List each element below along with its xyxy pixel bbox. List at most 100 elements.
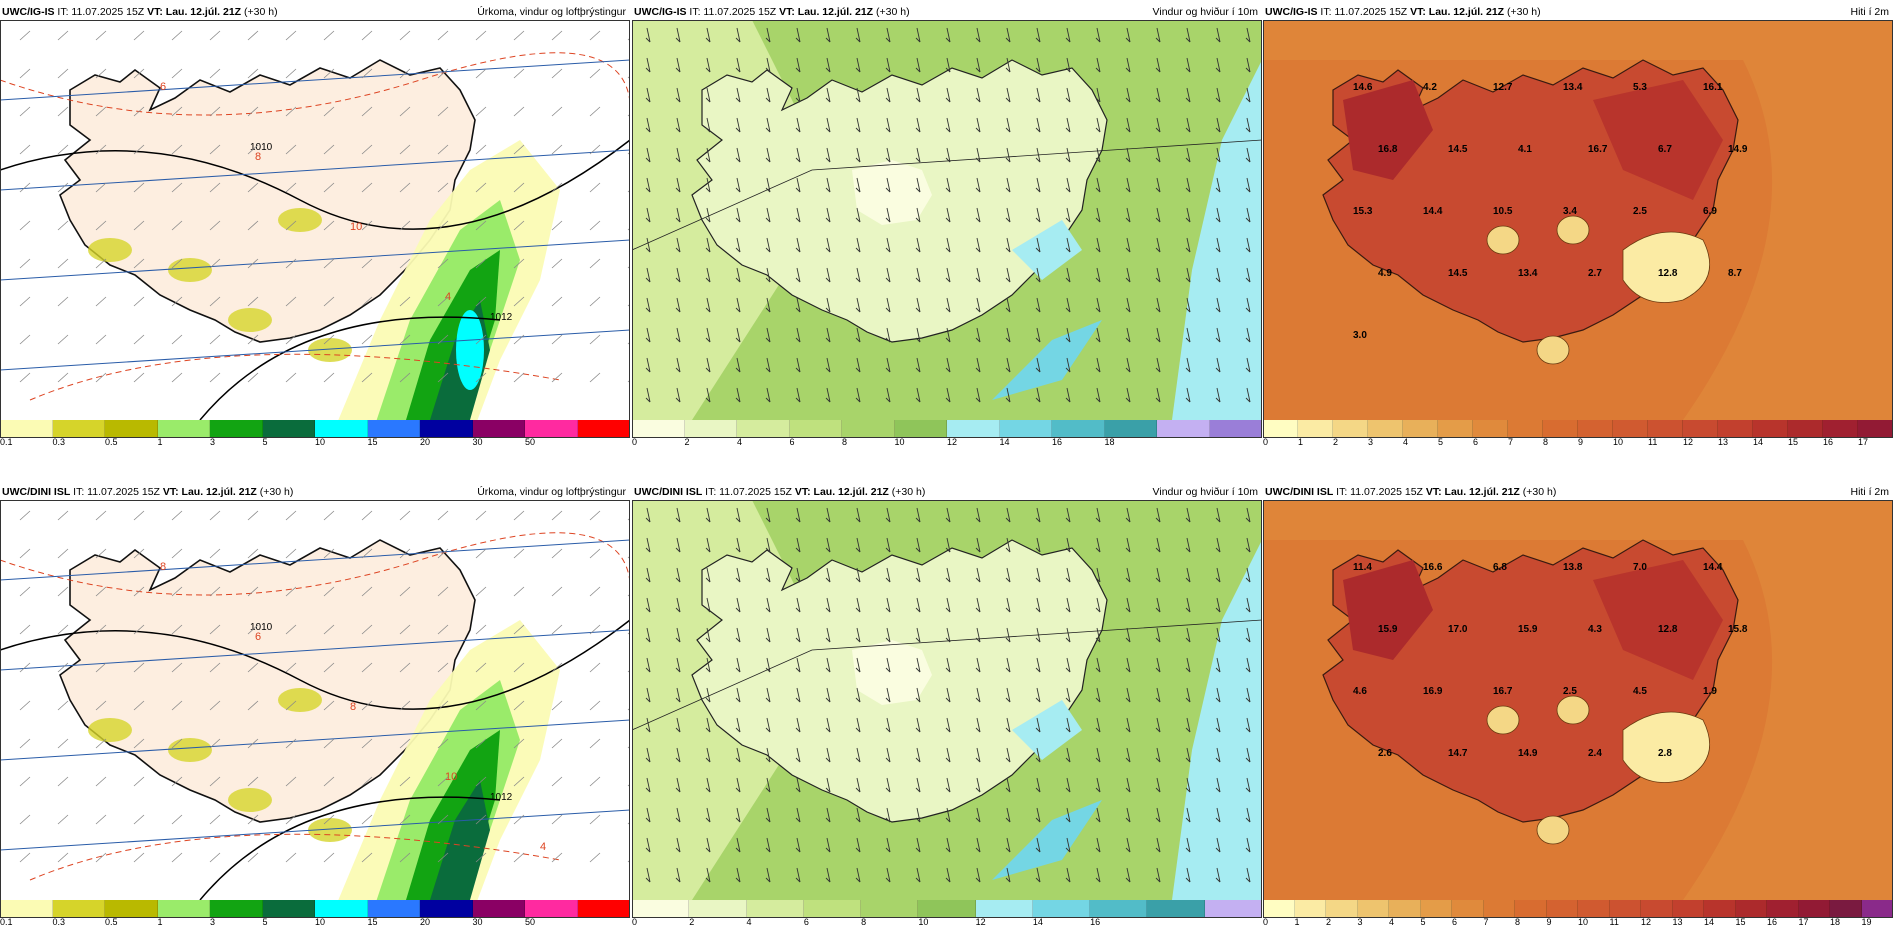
colorbar-tick-label: 8 xyxy=(1543,437,1549,447)
temperature-label: 16.7 xyxy=(1588,144,1608,155)
colorbar-tick-label: 4 xyxy=(737,437,743,447)
colorbar-swatch xyxy=(0,900,53,918)
colorbar-tick-label: 19 xyxy=(1861,917,1872,927)
colorbar xyxy=(0,420,630,438)
colorbar-swatch xyxy=(1609,900,1641,918)
colorbar-tick-label: 6 xyxy=(803,917,809,927)
colorbar-swatch xyxy=(632,420,685,438)
model-name: UWC/IG-IS xyxy=(2,6,55,18)
colorbar-swatch xyxy=(1543,420,1578,438)
temperature-label: 7.0 xyxy=(1633,562,1647,573)
colorbar xyxy=(1263,900,1893,918)
temperature-label: 16.6 xyxy=(1423,562,1443,573)
colorbar-tick-label: 14 xyxy=(1704,917,1715,927)
colorbar-tick-label: 1 xyxy=(157,917,163,927)
colorbar-tick-label: 0 xyxy=(1263,437,1269,447)
colorbar-swatch xyxy=(1333,420,1368,438)
colorbar-ticks: 0.1 0.3 0.5 1 3 5 10 15 20 30 50 xyxy=(0,917,630,931)
colorbar-tick-label: 15 xyxy=(1788,437,1799,447)
colorbar-tick-label: 14 xyxy=(999,437,1010,447)
colorbar-swatch xyxy=(1508,420,1543,438)
temperature-label: 4.2 xyxy=(1423,82,1437,93)
colorbar-ticks: 0 2 4 6 8 10 12 14 16 xyxy=(632,917,1262,931)
lead-time: (+30 h) xyxy=(891,486,926,498)
colorbar-swatch xyxy=(1515,900,1547,918)
temperature-label: 4.9 xyxy=(1378,268,1392,279)
colorbar-swatch xyxy=(52,420,105,438)
temperature-contour-label: 6 xyxy=(255,631,261,643)
colorbar-swatch xyxy=(684,420,737,438)
model-name: UWC/DINI ISL xyxy=(1265,486,1334,498)
map-panel-temp: UWC/DINI ISL IT: 11.07.2025 15Z VT: Lau.… xyxy=(1263,480,1893,940)
colorbar-swatch xyxy=(861,900,919,918)
colorbar-swatch xyxy=(525,420,578,438)
temperature-label: 14.6 xyxy=(1353,82,1373,93)
lead-time: (+30 h) xyxy=(876,6,910,18)
colorbar-tick-label: 17 xyxy=(1798,917,1809,927)
init-time: IT: 11.07.2025 15Z xyxy=(57,6,145,18)
colorbar-swatch xyxy=(1578,420,1613,438)
map-canvas: 1010 1012 6 8 10 4 xyxy=(0,20,630,420)
colorbar xyxy=(632,420,1262,438)
colorbar-tick-label: 10 xyxy=(315,437,326,447)
map-panel-wind: UWC/DINI ISL IT: 11.07.2025 15Z VT: Lau.… xyxy=(632,480,1262,940)
colorbar-tick-label: 0.1 xyxy=(0,437,13,447)
colorbar-tick-label: 4 xyxy=(746,917,752,927)
colorbar-tick-label: 10 xyxy=(1578,917,1589,927)
temperature-label: 4.3 xyxy=(1588,624,1602,635)
colorbar-swatch xyxy=(577,420,630,438)
colorbar-swatch xyxy=(1753,420,1788,438)
colorbar-tick-label: 1 xyxy=(1294,917,1300,927)
colorbar-tick-label: 12 xyxy=(947,437,958,447)
colorbar-swatch xyxy=(315,900,368,918)
colorbar-swatch xyxy=(842,420,895,438)
colorbar-tick-label: 11 xyxy=(1648,437,1658,447)
colorbar-tick-label: 10 xyxy=(315,917,326,927)
temperature-label: 12.7 xyxy=(1493,82,1513,93)
temperature-label: 14.4 xyxy=(1423,206,1443,217)
temperature-label: 2.8 xyxy=(1658,748,1672,759)
colorbar-swatch xyxy=(105,900,158,918)
map-panel-precip: UWC/IG-IS IT: 11.07.2025 15Z VT: Lau. 12… xyxy=(0,0,630,460)
colorbar-swatch xyxy=(1704,900,1736,918)
colorbar-swatch xyxy=(1204,900,1262,918)
valid-time: VT: Lau. 12.júl. 21Z xyxy=(779,6,874,18)
colorbar-tick-label: 50 xyxy=(525,917,536,927)
panel-header: UWC/DINI ISL IT: 11.07.2025 15Z VT: Lau.… xyxy=(632,480,1262,504)
model-name: UWC/DINI ISL xyxy=(2,486,71,498)
panel-header: UWC/IG-IS IT: 11.07.2025 15Z VT: Lau. 12… xyxy=(632,0,1262,24)
colorbar-swatch xyxy=(210,900,263,918)
temperature-contour-label: 10 xyxy=(445,771,457,783)
temperature-label: 8.7 xyxy=(1728,268,1742,279)
colorbar-swatch xyxy=(1420,900,1452,918)
temperature-contour-label: 8 xyxy=(160,561,166,573)
colorbar-tick-label: 0.5 xyxy=(105,917,118,927)
colorbar-tick-label: 11 xyxy=(1609,917,1619,927)
colorbar-swatch xyxy=(262,420,315,438)
temperature-label: 16.1 xyxy=(1703,82,1723,93)
colorbar-swatch xyxy=(1788,420,1823,438)
temperature-label: 4.1 xyxy=(1518,144,1532,155)
colorbar-tick-label: 50 xyxy=(525,437,536,447)
valid-time: VT: Lau. 12.júl. 21Z xyxy=(147,6,242,18)
colorbar-tick-label: 4 xyxy=(1403,437,1409,447)
temperature-label: 4.5 xyxy=(1633,686,1647,697)
colorbar-tick-label: 0.1 xyxy=(0,917,13,927)
colorbar-tick-label: 6 xyxy=(789,437,795,447)
temperature-label: 2.6 xyxy=(1378,748,1392,759)
colorbar-swatch xyxy=(1104,420,1157,438)
colorbar-swatch xyxy=(1209,420,1262,438)
colorbar-swatch xyxy=(1683,420,1718,438)
product-title: Hiti í 2m xyxy=(1850,6,1889,18)
panel-header: UWC/IG-IS IT: 11.07.2025 15Z VT: Lau. 12… xyxy=(1263,0,1893,24)
colorbar-swatch xyxy=(1326,900,1358,918)
product-title: Vindur og hviður í 10m xyxy=(1152,486,1258,498)
colorbar-tick-label: 5 xyxy=(262,437,268,447)
temperature-label: 14.5 xyxy=(1448,144,1468,155)
temperature-label: 16.9 xyxy=(1423,686,1443,697)
temperature-label: 6.9 xyxy=(1703,206,1717,217)
init-time: IT: 11.07.2025 15Z xyxy=(705,486,792,498)
colorbar-tick-label: 12 xyxy=(1683,437,1694,447)
colorbar xyxy=(0,900,630,918)
colorbar-swatch xyxy=(1767,900,1799,918)
